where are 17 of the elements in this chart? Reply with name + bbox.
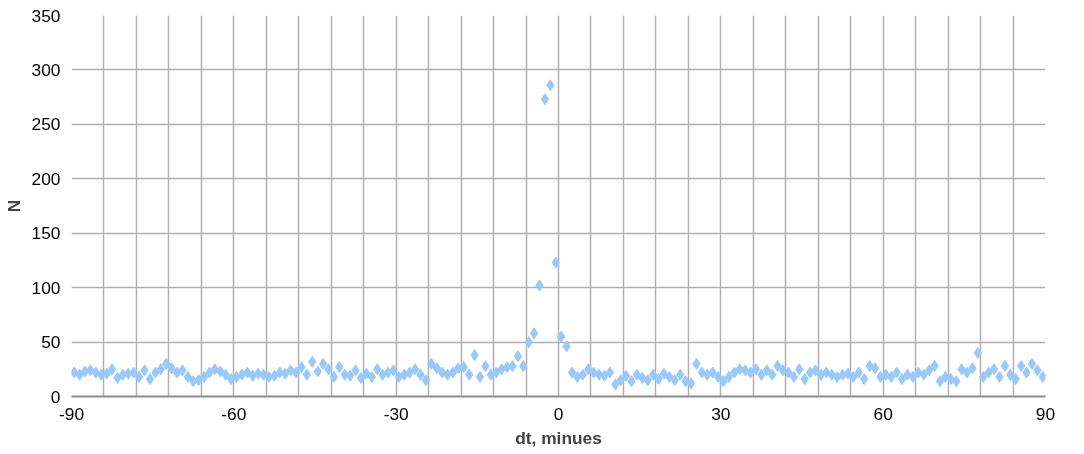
y-axis-title: N xyxy=(3,199,24,213)
y-tick-label: 0 xyxy=(50,386,61,407)
y-tick-label: 50 xyxy=(41,332,61,353)
x-tick-label: -30 xyxy=(383,403,409,424)
y-tick-label: 100 xyxy=(31,277,61,298)
y-tick-label: 350 xyxy=(31,5,61,26)
x-tick-label: 60 xyxy=(873,403,893,424)
y-tick-label: 150 xyxy=(31,223,61,244)
x-tick-label: 90 xyxy=(1035,403,1056,424)
y-tick-label: 250 xyxy=(31,114,61,135)
x-tick-label: -60 xyxy=(221,403,247,424)
x-axis-title: dt, minues xyxy=(515,427,602,448)
x-tick-label: -90 xyxy=(58,403,85,424)
x-tick-label: 0 xyxy=(553,403,564,424)
y-tick-label: 300 xyxy=(31,59,61,80)
x-tick-label: 30 xyxy=(711,403,731,424)
y-tick-label: 200 xyxy=(31,168,61,189)
